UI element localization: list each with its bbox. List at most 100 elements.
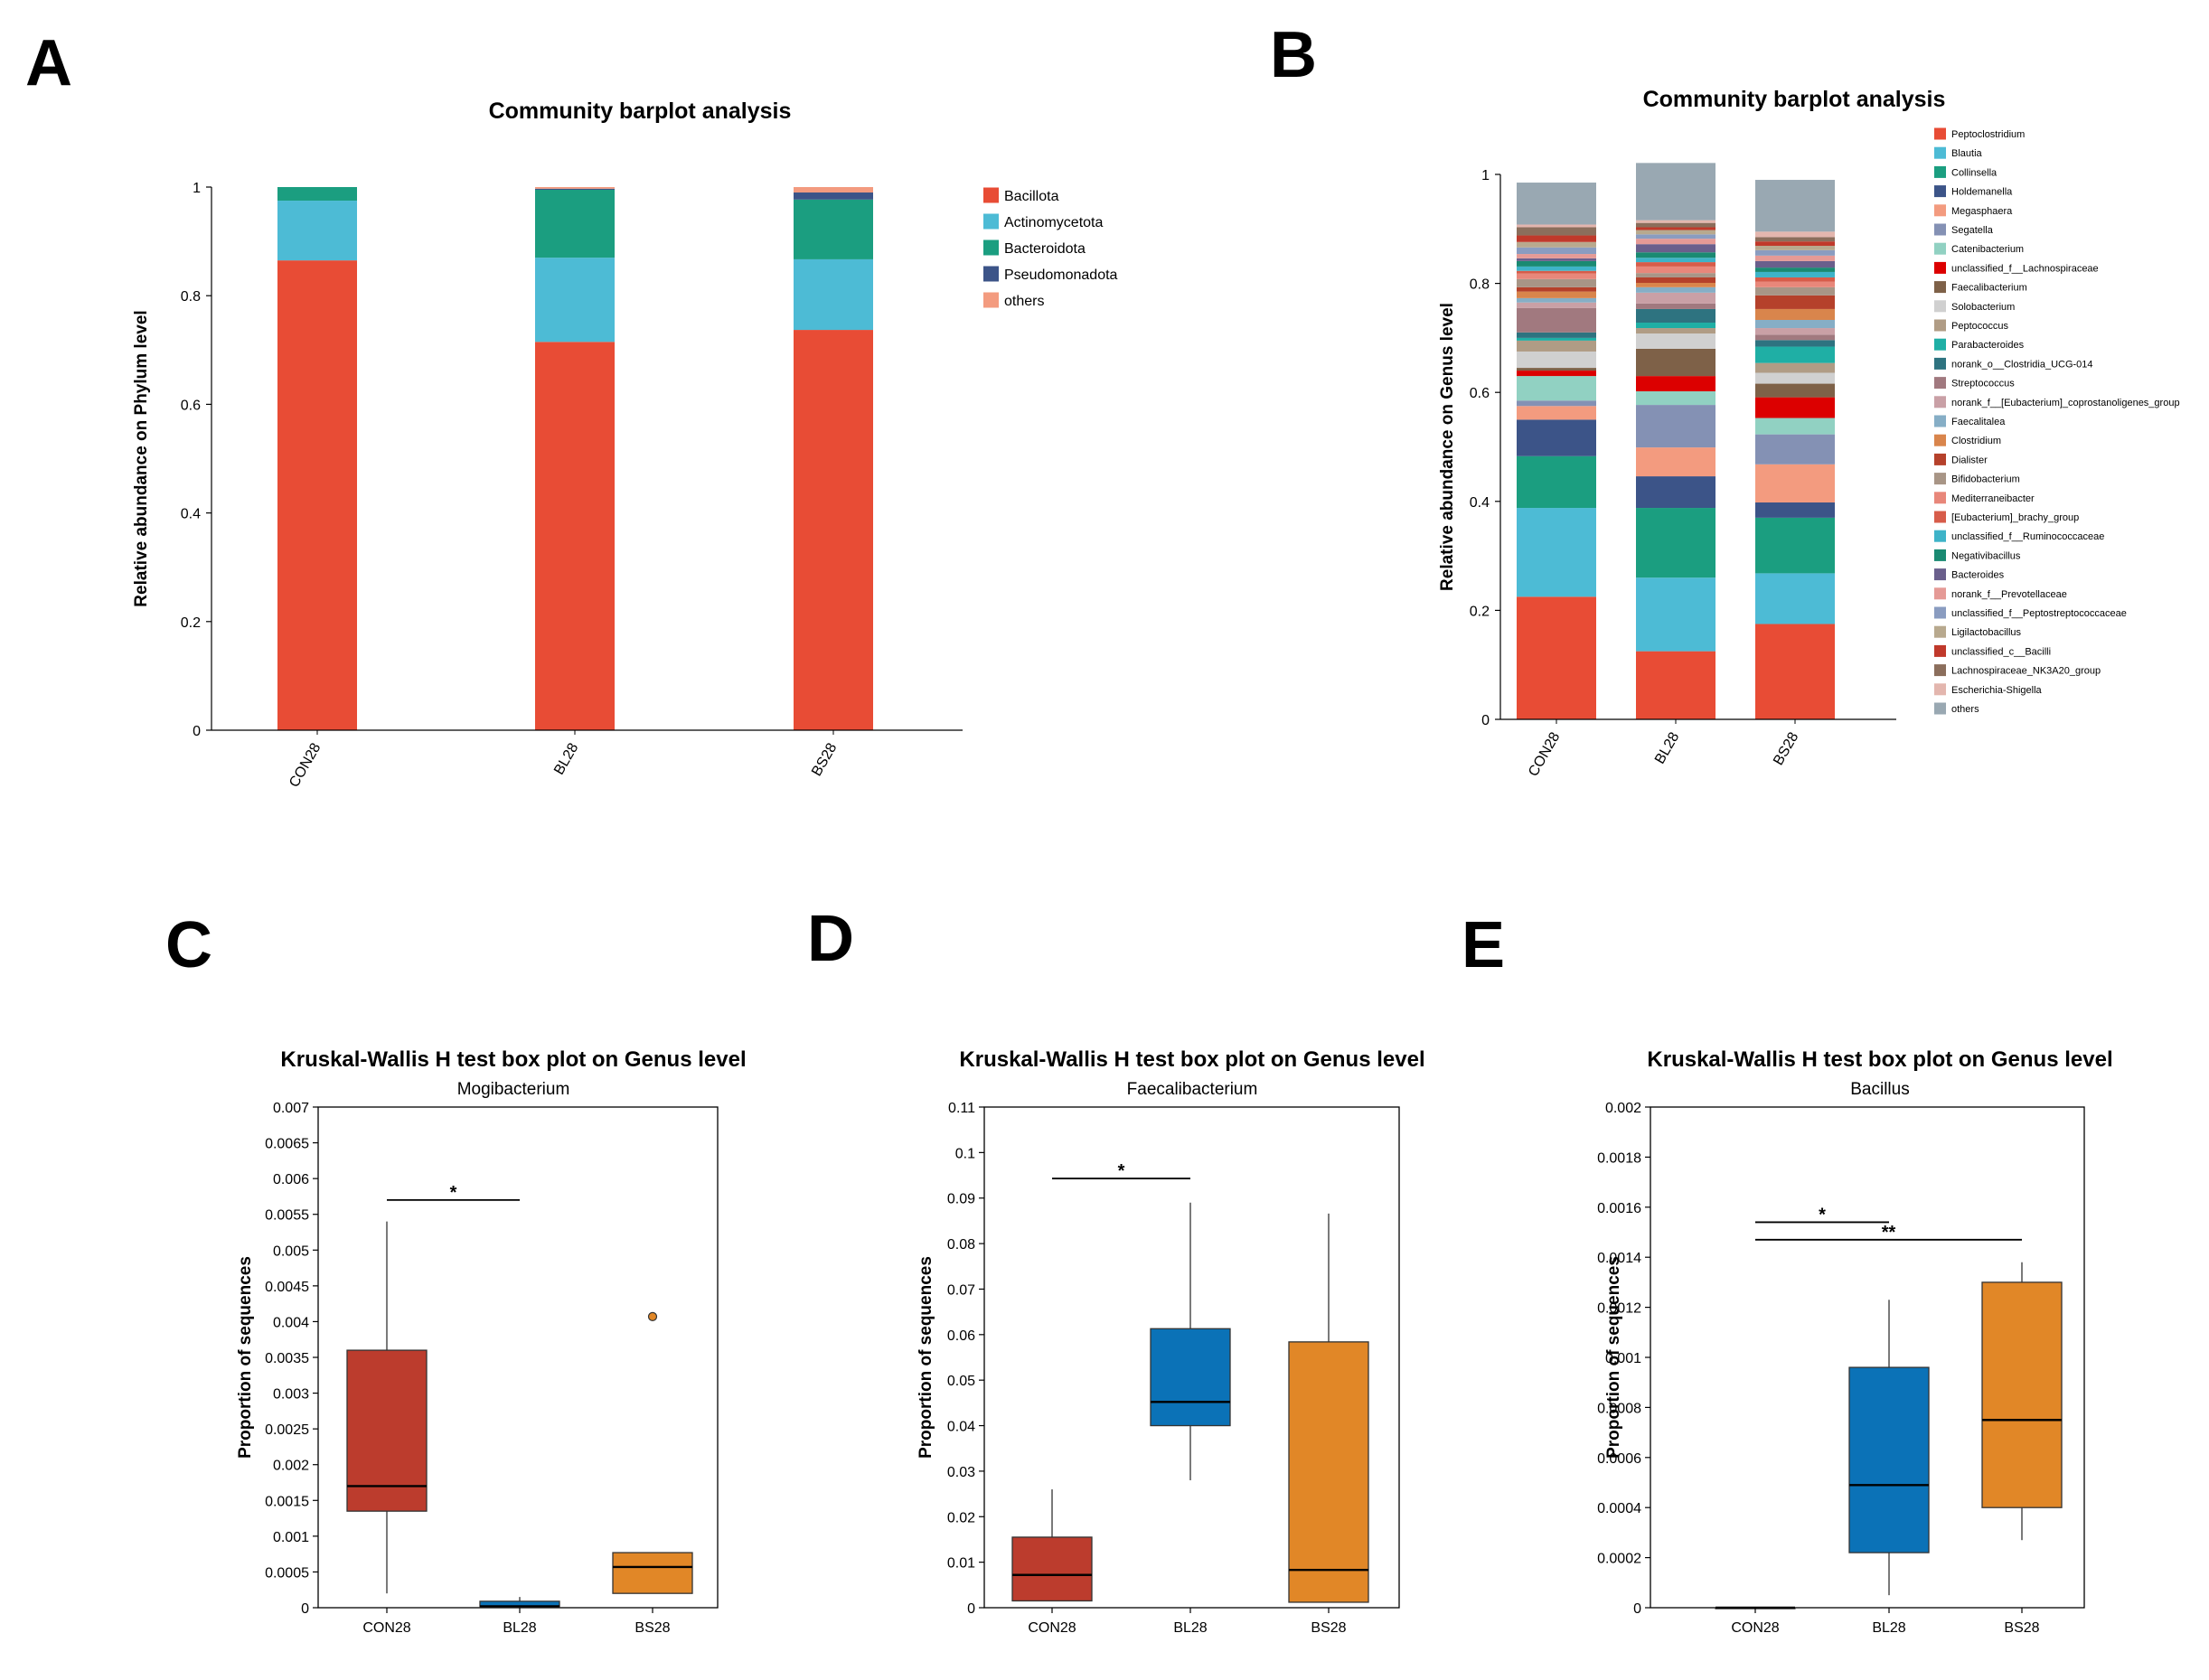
bar-segment-bl28-others bbox=[535, 187, 615, 189]
y-tick-label: 0.0014 bbox=[1597, 1251, 1641, 1266]
bar-segment-bs28-ligilactobacillus bbox=[1755, 245, 1835, 250]
bar-segment-bl28-negativibacillus bbox=[1636, 252, 1716, 258]
bar-segment-con28-bifidobacterium bbox=[1517, 278, 1596, 287]
legend-label-unclassified-f-ruminococcaceae: unclassified_f__Ruminococcaceae bbox=[1951, 531, 2104, 542]
bar-segment-bs28-eubacterium-brachy-group bbox=[1755, 277, 1835, 282]
bar-segment-bl28-holdemanella bbox=[1636, 476, 1716, 509]
y-tick-label: 0.08 bbox=[947, 1237, 975, 1253]
legend-swatch-megasphaera bbox=[1934, 204, 1946, 217]
legend-swatch-blautia bbox=[1934, 146, 1946, 159]
x-tick-label-bs28: BS28 bbox=[809, 740, 840, 778]
box-bl28 bbox=[1848, 1366, 1930, 1553]
legend-label-others: others bbox=[1004, 294, 1044, 309]
legend-label-parabacteroides: Parabacteroides bbox=[1951, 340, 2025, 351]
y-tick-label: 0.04 bbox=[947, 1420, 975, 1435]
bar-segment-bs28-blautia bbox=[1755, 573, 1835, 624]
legend-swatch-bacteroides bbox=[1934, 568, 1946, 581]
bar-segment-bs28-collinsella bbox=[1755, 517, 1835, 574]
legend-label-peptoclostridium: Peptoclostridium bbox=[1951, 129, 2025, 140]
bar-segment-bs28-norank-f-eubacterium-coprostanoligenes-group bbox=[1755, 328, 1835, 335]
bar-segment-bs28-streptococcus bbox=[1755, 334, 1835, 341]
legend-label-norank-f-prevotellaceae: norank_f__Prevotellaceae bbox=[1951, 589, 2067, 600]
x-tick-label-con28: CON28 bbox=[362, 1620, 410, 1636]
legend-label-escherichia-shigella: Escherichia-Shigella bbox=[1951, 685, 2043, 696]
bar-segment-bl28-norank-f-eubacterium-coprostanoligenes-group bbox=[1636, 292, 1716, 304]
bar-segment-con28-mediterraneibacter bbox=[1517, 273, 1596, 279]
bar-segment-con28-megasphaera bbox=[1517, 406, 1596, 420]
bar-segment-bs28-faecalitalea bbox=[1755, 320, 1835, 329]
legend-swatch-segatella bbox=[1934, 223, 1946, 236]
panel-label-b: B bbox=[1270, 19, 1317, 91]
legend-swatch-streptococcus bbox=[1934, 377, 1946, 389]
bar-segment-bs28-peptococcus bbox=[1755, 362, 1835, 373]
bar-segment-bl28-collinsella bbox=[1636, 508, 1716, 578]
legend-label-blautia: Blautia bbox=[1951, 148, 1983, 159]
legend-label-clostridium: Clostridium bbox=[1951, 436, 2001, 446]
box-con28 bbox=[346, 1349, 428, 1512]
significance-label-1: * bbox=[450, 1183, 457, 1203]
chart-subtitle: Bacillus bbox=[1850, 1080, 1909, 1099]
x-tick-label-bl28: BL28 bbox=[551, 740, 581, 777]
panel-label-e: E bbox=[1462, 909, 1505, 981]
bar-segment-bs28-unclassified-f-ruminococcaceae bbox=[1755, 271, 1835, 277]
legend-label-norank-f-eubacterium-coprostanoligenes-group: norank_f__[Eubacterium]_coprostanoligene… bbox=[1951, 398, 2180, 408]
y-tick-label: 1 bbox=[1481, 168, 1490, 183]
y-tick-label: 0.0012 bbox=[1597, 1301, 1641, 1317]
bar-segment-bs28-actinomycetota bbox=[794, 258, 873, 331]
legend-swatch-clostridium bbox=[1934, 434, 1946, 446]
legend-swatch-unclassified-f-peptostreptococcaceae bbox=[1934, 606, 1946, 619]
bar-segment-bl28-unclassified-f-lachnospiraceae bbox=[1636, 376, 1716, 391]
bar-segment-bl28-unclassified-f-ruminococcaceae bbox=[1636, 258, 1716, 263]
y-tick-label: 0 bbox=[1481, 713, 1490, 728]
bar-segment-con28-faecalibacterium bbox=[1517, 368, 1596, 371]
y-tick-label: 0.0016 bbox=[1597, 1201, 1641, 1216]
legend-label-unclassified-f-peptostreptococcaceae: unclassified_f__Peptostreptococcaceae bbox=[1951, 608, 2127, 619]
bar-segment-con28-holdemanella bbox=[1517, 419, 1596, 456]
legend-label-unclassified-f-lachnospiraceae: unclassified_f__Lachnospiraceae bbox=[1951, 263, 2099, 274]
legend-swatch-norank-o-clostridia-ucg-014 bbox=[1934, 357, 1946, 370]
bar-segment-con28-blautia bbox=[1517, 508, 1596, 597]
bar-segment-bl28-lachnospiraceae-nk3a20-group bbox=[1636, 222, 1716, 228]
legend-swatch-others bbox=[983, 292, 999, 308]
y-tick-label: 0.0045 bbox=[265, 1280, 309, 1295]
legend-label-ligilactobacillus: Ligilactobacillus bbox=[1951, 627, 2022, 638]
bar-segment-bl28-norank-o-clostridia-ucg-014 bbox=[1636, 308, 1716, 324]
bar-segment-bs28-pseudomonadota bbox=[794, 192, 873, 200]
x-tick-label-con28: CON28 bbox=[1028, 1620, 1076, 1636]
legend-swatch-peptoclostridium bbox=[1934, 127, 1946, 140]
legend-swatch-bacillota bbox=[983, 187, 999, 203]
chart-title: Kruskal-Wallis H test box plot on Genus … bbox=[1647, 1047, 2112, 1072]
chart-subtitle: Mogibacterium bbox=[457, 1080, 570, 1099]
chart-c-mogibacterium-boxplot: Kruskal-Wallis H test box plot on Genus … bbox=[236, 1047, 747, 1636]
chart-title: Kruskal-Wallis H test box plot on Genus … bbox=[959, 1047, 1424, 1072]
bar-segment-bs28-others bbox=[1755, 180, 1835, 232]
legend-label-norank-o-clostridia-ucg-014: norank_o__Clostridia_UCG-014 bbox=[1951, 359, 2093, 370]
bar-segment-bs28-bacillota bbox=[794, 330, 873, 730]
bar-segment-con28-unclassified-f-ruminococcaceae bbox=[1517, 266, 1596, 271]
panel-label-c: C bbox=[165, 909, 212, 981]
y-tick-label: 0.002 bbox=[273, 1459, 309, 1474]
bar-segment-con28-faecalitalea bbox=[1517, 297, 1596, 303]
legend-label-collinsella: Collinsella bbox=[1951, 167, 1998, 178]
legend-label-bacteroidota: Bacteroidota bbox=[1004, 241, 1086, 257]
y-tick-label: 0.0065 bbox=[265, 1137, 309, 1152]
y-tick-label: 0.001 bbox=[1605, 1351, 1641, 1366]
legend-swatch-norank-f-eubacterium-coprostanoligenes-group bbox=[1934, 396, 1946, 408]
y-tick-label: 0.0008 bbox=[1597, 1401, 1641, 1416]
legend-label-unclassified-c-bacilli: unclassified_c__Bacilli bbox=[1951, 646, 2051, 657]
legend-label-megasphaera: Megasphaera bbox=[1951, 206, 2013, 217]
y-tick-label: 0.0035 bbox=[265, 1351, 309, 1366]
bar-segment-bl28-unclassified-f-peptostreptococcaceae bbox=[1636, 234, 1716, 239]
box-bs28 bbox=[612, 1552, 693, 1594]
legend-label-catenibacterium: Catenibacterium bbox=[1951, 244, 2024, 255]
bar-segment-bl28-mediterraneibacter bbox=[1636, 266, 1716, 274]
bar-segment-bl28-solobacterium bbox=[1636, 333, 1716, 349]
y-tick-label: 0.6 bbox=[181, 398, 201, 413]
y-tick-label: 0.07 bbox=[947, 1282, 975, 1298]
panel-label-a: A bbox=[25, 27, 72, 99]
significance-label-1: * bbox=[1118, 1161, 1125, 1181]
y-tick-label: 0.4 bbox=[1470, 495, 1490, 511]
x-tick-label-bs28: BS28 bbox=[634, 1620, 670, 1636]
bar-segment-con28-bacteroidota bbox=[277, 187, 357, 202]
bar-segment-con28-solobacterium bbox=[1517, 351, 1596, 369]
